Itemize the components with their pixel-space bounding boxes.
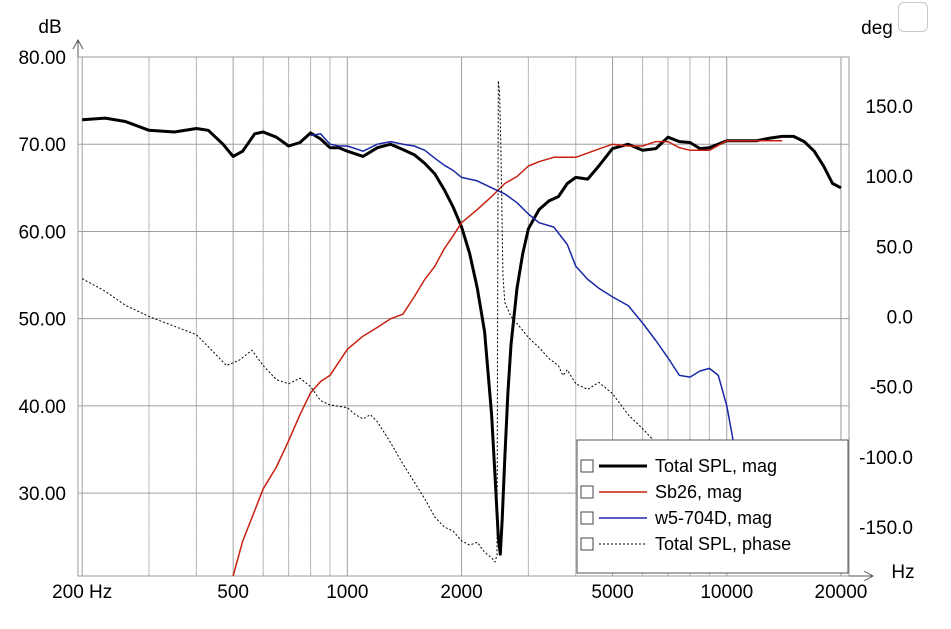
x-tick-label: 200 Hz xyxy=(52,582,112,603)
legend-checkbox xyxy=(580,511,594,525)
y-tick-label: 80.00 xyxy=(18,48,66,69)
y2-tick-label: 150.0 xyxy=(865,97,913,118)
corner-checkbox[interactable] xyxy=(898,2,928,32)
y2-tick-label: 50.0 xyxy=(876,237,913,258)
x-tick-label: 500 xyxy=(217,582,249,603)
y-axis-arrowhead xyxy=(72,38,84,50)
plot-border xyxy=(77,56,850,577)
y-tick-label: 30.00 xyxy=(18,484,66,505)
y-axis-unit-label: dB xyxy=(38,17,61,38)
series-line-1 xyxy=(82,116,842,556)
x-axis-unit-label: Hz xyxy=(891,562,914,583)
x-tick-label: 20000 xyxy=(815,582,868,603)
y-tick-label: 40.00 xyxy=(18,397,66,418)
legend: Total SPL, mag Sb26, mag w5-704D, mag Total… xyxy=(576,439,849,574)
series-curves xyxy=(81,80,842,576)
legend-entry-label: Sb26, mag xyxy=(655,482,742,502)
legend-entry-label: Total SPL, mag xyxy=(655,456,777,476)
y2-tick-label: -50.0 xyxy=(870,378,913,399)
y2-tick-label: 100.0 xyxy=(865,167,913,188)
legend-checkbox xyxy=(580,459,594,473)
x-tick-label: 2000 xyxy=(440,582,482,603)
x-tick-label: 1000 xyxy=(326,582,368,603)
legend-box xyxy=(576,439,849,574)
legend-entry-label: w5-704D, mag xyxy=(654,508,772,528)
legend-checkbox xyxy=(580,537,594,551)
y-tick-label: 60.00 xyxy=(18,222,66,243)
legend-entry-label: Total SPL, phase xyxy=(655,534,791,554)
y2-tick-label: 0.0 xyxy=(887,308,913,329)
x-axis-arrowhead xyxy=(863,570,875,582)
y2-tick-label: -100.0 xyxy=(859,448,913,469)
plot-axes xyxy=(72,38,875,582)
legend-checkbox xyxy=(580,485,594,499)
y-tick-label: 70.00 xyxy=(18,135,66,156)
x-tick-label: 5000 xyxy=(591,582,633,603)
series-line-4 xyxy=(81,80,669,563)
y2-tick-label: -150.0 xyxy=(859,518,913,539)
y-tick-label: 50.00 xyxy=(18,310,66,331)
series-line-2 xyxy=(232,139,783,576)
tick-labels: 200 Hz 500 1000 2000 5000 10000 20000 80.00 70.0… xyxy=(18,17,914,603)
x-tick-label: 10000 xyxy=(700,582,753,603)
series-line-3 xyxy=(310,133,744,503)
y2-axis-unit-label: deg xyxy=(861,18,893,39)
